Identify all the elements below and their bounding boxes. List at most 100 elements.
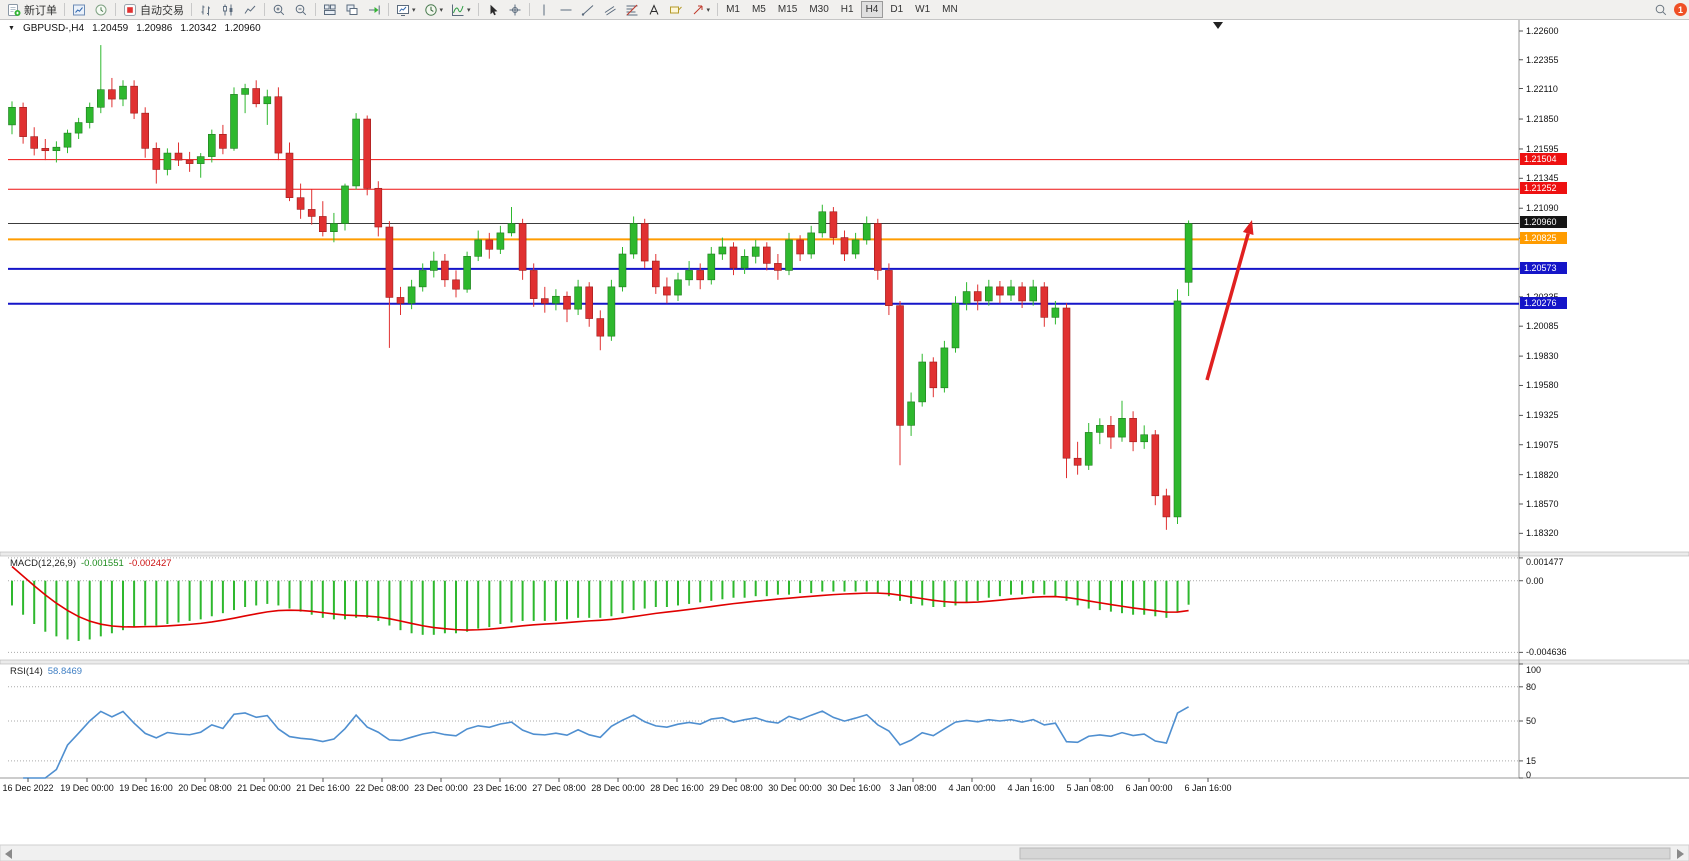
candle-body bbox=[796, 239, 804, 255]
chart-shift-icon bbox=[369, 5, 380, 14]
timeframe-m5[interactable]: M5 bbox=[751, 4, 766, 15]
auto-trading-button[interactable]: 自动交易 bbox=[119, 0, 188, 19]
candle-body bbox=[618, 253, 627, 288]
alerts-button[interactable] bbox=[90, 0, 112, 19]
cursor-button[interactable] bbox=[482, 0, 504, 19]
period-button[interactable]: ▾ bbox=[420, 0, 448, 19]
trendline-button[interactable] bbox=[577, 0, 599, 19]
candlestick-chart-icon bbox=[223, 4, 233, 15]
candle-body bbox=[507, 223, 516, 234]
trendline-icon bbox=[581, 4, 593, 16]
timeframe-m15[interactable]: M15 bbox=[777, 4, 798, 15]
candle-body bbox=[496, 232, 505, 250]
bar-chart-button[interactable] bbox=[195, 0, 217, 19]
cascade-windows-icon bbox=[346, 4, 358, 15]
h-scrollbar-thumb[interactable] bbox=[1019, 847, 1671, 860]
toolbar-separator bbox=[191, 3, 192, 16]
channel-button[interactable] bbox=[599, 0, 621, 19]
candle-body bbox=[108, 89, 116, 100]
candle-body bbox=[1096, 425, 1104, 433]
chart-shift-button[interactable] bbox=[363, 0, 385, 19]
candle-body bbox=[285, 152, 294, 198]
fibonacci-button[interactable] bbox=[621, 0, 643, 19]
ohlc-high: 1.20986 bbox=[136, 23, 173, 34]
candle-body bbox=[1040, 286, 1049, 318]
candle-body bbox=[97, 89, 105, 108]
candle-body bbox=[230, 94, 238, 149]
candle-body bbox=[785, 239, 793, 271]
candle-body bbox=[163, 152, 172, 170]
candle-body bbox=[918, 361, 927, 403]
timeframe-h1[interactable]: H1 bbox=[840, 4, 854, 15]
candle-body bbox=[996, 286, 1004, 296]
tile-windows-icon bbox=[324, 4, 336, 15]
candle-body bbox=[640, 223, 649, 262]
new-order-label: 新订单 bbox=[24, 4, 57, 17]
dropdown-caret-icon[interactable]: ▾ bbox=[706, 6, 711, 14]
candle-body bbox=[829, 211, 838, 238]
candle-body bbox=[663, 286, 671, 296]
scroll-right-arrow[interactable] bbox=[1677, 849, 1684, 859]
candle-body bbox=[696, 270, 705, 281]
candle-body bbox=[951, 302, 960, 349]
dropdown-caret-icon[interactable]: ▾ bbox=[412, 6, 416, 14]
arrow-shape-icon bbox=[693, 5, 703, 14]
horizontal-line-button[interactable] bbox=[555, 0, 577, 19]
timeframe-m30[interactable]: M30 bbox=[809, 4, 829, 15]
text-button[interactable] bbox=[643, 0, 665, 19]
candle-body bbox=[341, 185, 349, 224]
label-button[interactable] bbox=[665, 0, 687, 19]
candle-body bbox=[807, 232, 816, 255]
candle-body bbox=[152, 148, 161, 170]
timeframe-m1[interactable]: M1 bbox=[726, 4, 740, 15]
new-chart-button[interactable]: ▾ bbox=[392, 0, 420, 19]
timeframe-w1[interactable]: W1 bbox=[915, 4, 931, 15]
market-watch-icon bbox=[73, 4, 85, 15]
search-icon[interactable] bbox=[1654, 3, 1668, 17]
candle-body bbox=[851, 239, 860, 255]
timeframe-d1[interactable]: D1 bbox=[890, 4, 904, 15]
indicators-button[interactable]: ▾ bbox=[447, 0, 475, 19]
notification-badge[interactable]: 1 bbox=[1674, 3, 1687, 16]
tile-windows-button[interactable] bbox=[319, 0, 341, 19]
candle-body bbox=[718, 246, 727, 255]
ohlc-close: 1.20960 bbox=[224, 23, 261, 34]
auto-trading-icon bbox=[124, 3, 136, 16]
collapse-arrow-icon[interactable]: ▼ bbox=[8, 25, 15, 32]
crosshair-button[interactable] bbox=[504, 0, 526, 19]
candle-body bbox=[596, 318, 605, 337]
candle-body bbox=[396, 297, 405, 304]
candle-body bbox=[762, 246, 771, 264]
candle-body bbox=[352, 118, 360, 187]
candle-body bbox=[174, 152, 183, 161]
new-chart-icon bbox=[397, 4, 409, 16]
scroll-left-arrow[interactable] bbox=[5, 849, 12, 859]
crosshair-icon bbox=[509, 4, 521, 15]
candle-body bbox=[840, 237, 849, 255]
dropdown-caret-icon[interactable]: ▾ bbox=[439, 6, 444, 14]
line-chart-button[interactable] bbox=[239, 0, 261, 19]
candle-body bbox=[1107, 425, 1115, 438]
cascade-windows-button[interactable] bbox=[341, 0, 363, 19]
arrows-button[interactable]: ▾ bbox=[687, 0, 715, 19]
candle-body bbox=[862, 223, 871, 241]
new-order-button[interactable]: 新订单 bbox=[3, 0, 61, 19]
dropdown-caret-icon[interactable]: ▾ bbox=[467, 6, 471, 14]
market-watch-button[interactable] bbox=[68, 0, 90, 19]
timeframe-mn[interactable]: MN bbox=[942, 4, 958, 15]
timeframe-h4[interactable]: H4 bbox=[860, 1, 884, 18]
candle-body bbox=[441, 260, 449, 281]
candle-body bbox=[8, 106, 16, 126]
candle-body bbox=[1084, 432, 1093, 466]
zoom-in-button[interactable] bbox=[268, 0, 290, 19]
candle-body bbox=[1140, 434, 1148, 443]
candle-body bbox=[574, 286, 582, 310]
candle-body bbox=[252, 88, 260, 105]
zoom-out-button[interactable] bbox=[290, 0, 312, 19]
toolbar-separator bbox=[528, 3, 530, 16]
vertical-line-button[interactable] bbox=[533, 0, 555, 19]
candlestick-chart-button[interactable] bbox=[217, 0, 239, 19]
candle-body bbox=[563, 295, 571, 310]
candle-body bbox=[52, 146, 61, 152]
